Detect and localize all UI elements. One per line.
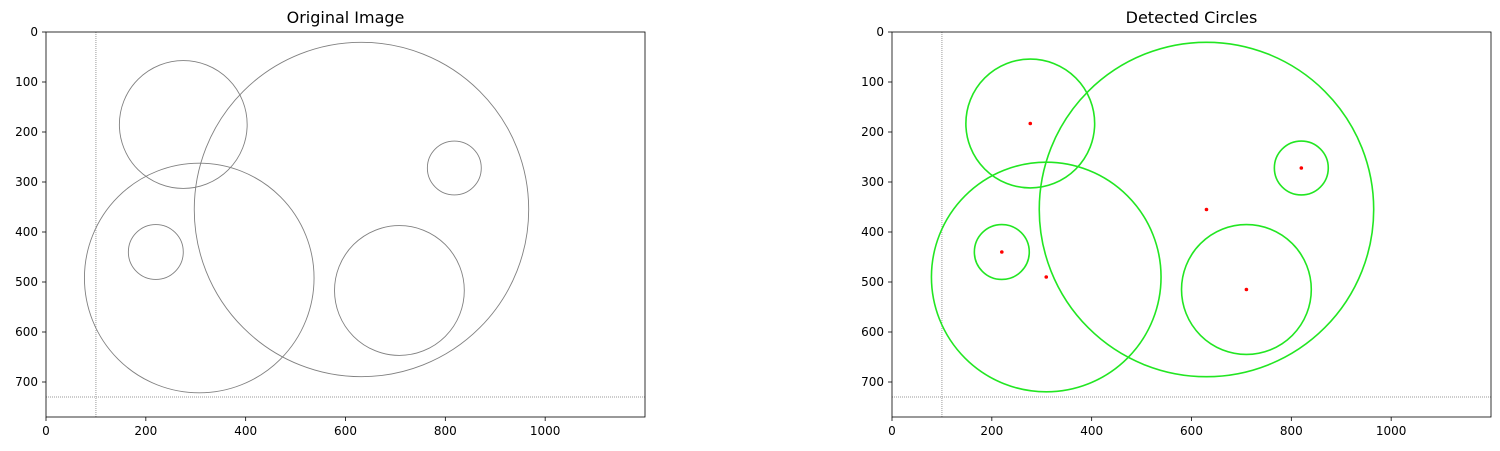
y-tick-label: 0 [876,25,884,39]
panel-original-image: Original Image 0 200 400 600 800 1000 0 100 200 3… [15,8,646,438]
circle-center-6 [1244,287,1249,292]
y-tick-label: 500 [15,275,38,289]
y-tick-label: 200 [15,125,38,139]
panel-title-original: Original Image [287,8,405,27]
x-tick-label: 200 [134,424,157,438]
circle-6 [1180,223,1313,356]
circle-1 [118,60,248,189]
y-tick-label: 600 [15,325,38,339]
image-content [46,32,645,417]
y-tick-label: 700 [861,375,884,389]
circle-6 [334,225,465,356]
y-tick-label: 600 [861,325,884,339]
y-tick-label: 400 [861,225,884,239]
circle-center-1 [1028,121,1033,126]
y-tick-label: 100 [861,75,884,89]
circle-center-5 [1000,250,1004,254]
x-tick-label: 400 [234,424,257,438]
image-content [892,32,1491,417]
x-tick-label: 800 [1280,424,1303,438]
plot-area-detected: 0 200 400 600 800 1000 0 100 200 300 400 500 600 700 [861,25,1492,438]
y-tick-label: 700 [15,375,38,389]
circle-2 [1038,41,1375,378]
panel-title-detected: Detected Circles [1126,8,1258,27]
x-tick-label: 1000 [530,424,561,438]
circle-center-3 [1299,166,1304,170]
panel-detected-circles: Detected Circles 0 200 400 600 800 1000 0 100 20… [861,8,1492,438]
circle-center-4 [1044,275,1049,279]
y-tick-label: 300 [861,175,884,189]
x-tick-label: 1000 [1376,424,1407,438]
y-tick-label: 0 [30,25,38,39]
plot-area-original: 0 200 400 600 800 1000 0 100 200 300 400 500 600 700 [15,25,646,438]
y-tick-label: 200 [861,125,884,139]
x-tick-label: 600 [1180,424,1203,438]
y-tick-label: 300 [15,175,38,189]
x-tick-label: 0 [42,424,50,438]
circle-1 [965,58,1096,189]
circle-3 [426,140,482,196]
x-tick-label: 400 [1080,424,1103,438]
y-tick-label: 400 [15,225,38,239]
circle-4 [83,162,315,394]
circle-4 [930,161,1162,393]
x-tick-label: 0 [888,424,896,438]
circle-center-2 [1204,207,1209,212]
x-tick-label: 200 [980,424,1003,438]
circle-5 [973,223,1031,281]
circle-5 [127,224,184,280]
circle-3 [1273,140,1330,196]
x-tick-label: 800 [434,424,457,438]
circle-2 [193,41,530,378]
x-tick-label: 600 [334,424,357,438]
y-tick-label: 500 [861,275,884,289]
y-tick-label: 100 [15,75,38,89]
image-background [46,32,645,417]
image-background [892,32,1491,417]
